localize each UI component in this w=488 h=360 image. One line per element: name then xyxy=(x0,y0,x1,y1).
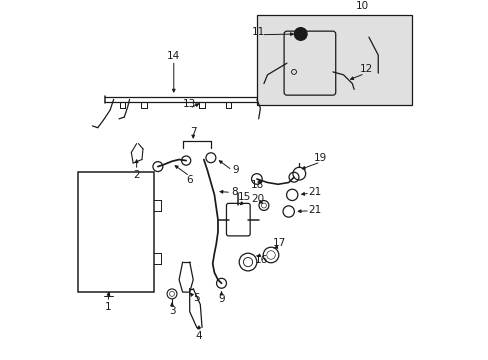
Text: 1: 1 xyxy=(105,302,111,312)
Text: 17: 17 xyxy=(272,238,285,248)
Text: 13: 13 xyxy=(183,99,196,109)
Circle shape xyxy=(294,28,306,40)
Text: 3: 3 xyxy=(168,306,175,316)
Text: 14: 14 xyxy=(167,51,180,61)
Text: 8: 8 xyxy=(231,188,238,197)
Text: 18: 18 xyxy=(251,180,264,190)
Text: 19: 19 xyxy=(313,153,326,163)
Text: 10: 10 xyxy=(355,1,368,11)
Bar xyxy=(78,172,154,292)
Text: 12: 12 xyxy=(359,64,372,75)
Text: 21: 21 xyxy=(307,188,321,197)
Text: 7: 7 xyxy=(189,127,196,137)
Text: 2: 2 xyxy=(133,170,140,180)
Text: 9: 9 xyxy=(218,294,224,304)
Text: 6: 6 xyxy=(186,175,193,185)
Text: 21: 21 xyxy=(307,205,321,215)
Text: 11: 11 xyxy=(251,27,264,36)
Text: 20: 20 xyxy=(251,194,264,204)
Text: 9: 9 xyxy=(232,165,239,175)
Bar xyxy=(256,14,411,105)
Text: 4: 4 xyxy=(195,331,202,341)
Text: 16: 16 xyxy=(254,255,267,265)
Text: 15: 15 xyxy=(237,192,251,202)
Text: 5: 5 xyxy=(193,293,200,303)
